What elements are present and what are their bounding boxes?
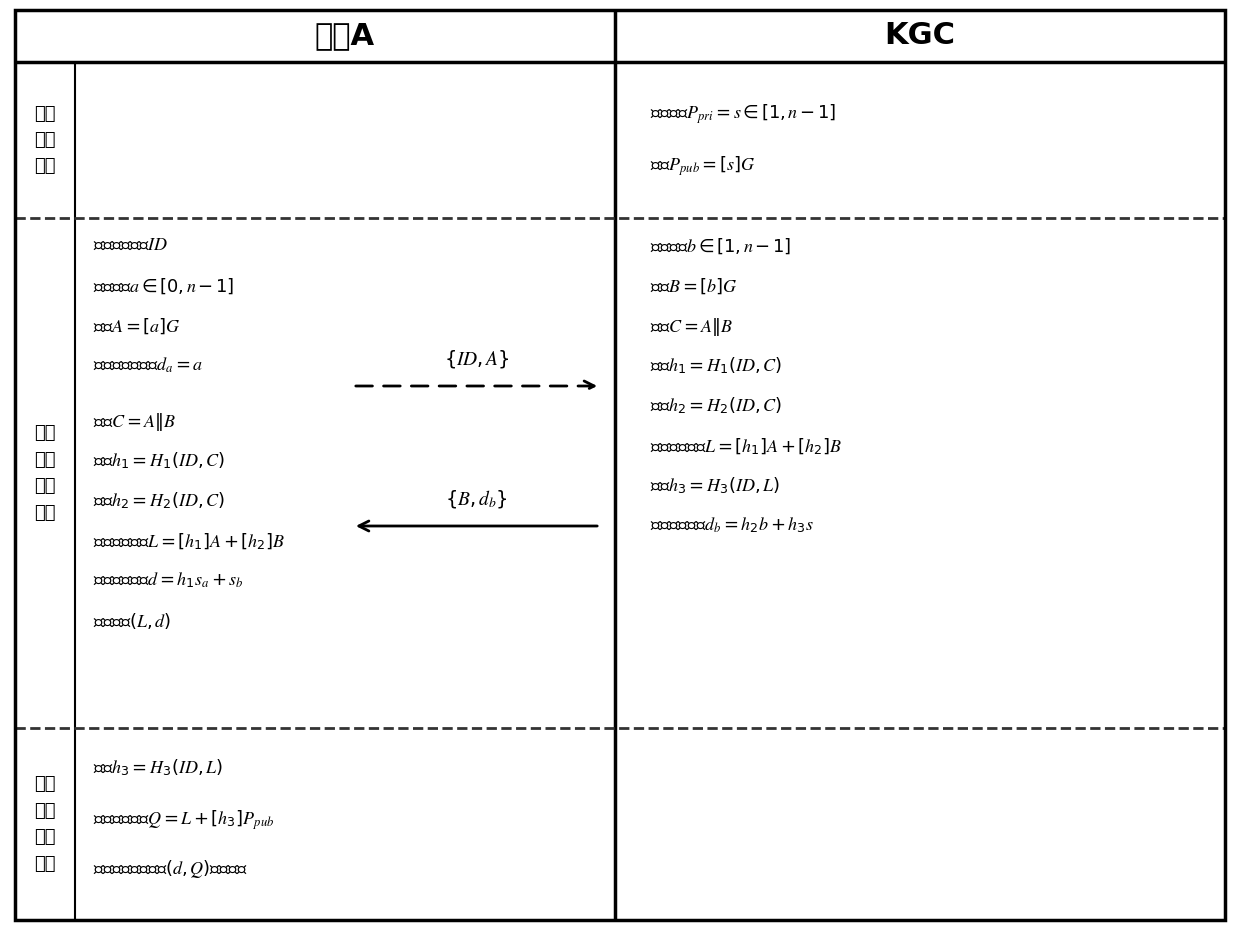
Text: 计算部分私钥$d_b = h_2b + h_3s$: 计算部分私钥$d_b = h_2b + h_3s$ xyxy=(650,516,815,535)
Text: 计算$B = [b]G$: 计算$B = [b]G$ xyxy=(650,276,738,295)
Text: 计算实际公钥$Q = L + [h_3]P_{pub}$: 计算实际公钥$Q = L + [h_3]P_{pub}$ xyxy=(93,808,274,831)
Text: 用户
密钥
生成
阶段: 用户 密钥 生成 阶段 xyxy=(35,425,56,521)
Text: 计算$P_{pub} = [s]G$: 计算$P_{pub} = [s]G$ xyxy=(650,154,755,178)
Text: 用户A: 用户A xyxy=(315,21,374,50)
Text: 用户
密钥
使用
阶段: 用户 密钥 使用 阶段 xyxy=(35,776,56,872)
Text: 计算$h_3 = H_3(ID, L)$: 计算$h_3 = H_3(ID, L)$ xyxy=(650,476,780,496)
Text: 注：用户秘密值$d_a = a$: 注：用户秘密值$d_a = a$ xyxy=(93,356,203,375)
Text: 计算$C = A\|B$: 计算$C = A\|B$ xyxy=(650,316,733,338)
Text: 计算$h_2 = H_2(ID, C)$: 计算$h_2 = H_2(ID, C)$ xyxy=(93,491,226,511)
Text: 计算$h_1 = H_1(ID, C)$: 计算$h_1 = H_1(ID, C)$ xyxy=(93,451,226,471)
Text: 随机产生$b \in [1, n-1]$: 随机产生$b \in [1, n-1]$ xyxy=(650,236,791,255)
Text: 计算部分公钥$L = [h_1]A + [h_2]B$: 计算部分公钥$L = [h_1]A + [h_2]B$ xyxy=(93,531,285,551)
Text: 计算$C = A\|B$: 计算$C = A\|B$ xyxy=(93,411,176,433)
Text: KGC: KGC xyxy=(884,21,956,50)
Text: 计算实际私钥$d = h_1s_a + s_b$: 计算实际私钥$d = h_1s_a + s_b$ xyxy=(93,571,244,590)
Text: 秘密存储$(L, d)$: 秘密存储$(L, d)$ xyxy=(93,611,171,631)
Text: 使用实际公私钥对$(d, Q)$进行运算: 使用实际公私钥对$(d, Q)$进行运算 xyxy=(93,858,248,880)
Text: 计算$A = [a]G$: 计算$A = [a]G$ xyxy=(93,316,181,335)
Text: 计算$h_2 = H_2(ID, C)$: 计算$h_2 = H_2(ID, C)$ xyxy=(650,396,782,416)
Text: $\{ID, A\}$: $\{ID, A\}$ xyxy=(444,348,510,370)
Text: 计算部分公钥$L = [h_1]A + [h_2]B$: 计算部分公钥$L = [h_1]A + [h_2]B$ xyxy=(650,436,842,456)
Text: 系统
建立
阶段: 系统 建立 阶段 xyxy=(35,104,56,175)
Text: $\{B, d_b\}$: $\{B, d_b\}$ xyxy=(445,488,508,510)
Text: 选取用户标识$ID$: 选取用户标识$ID$ xyxy=(93,236,167,254)
Text: 随机产生$a \in [0, n-1]$: 随机产生$a \in [0, n-1]$ xyxy=(93,276,234,295)
Text: 随机选取$P_{pri} = s \in [1, n-1]$: 随机选取$P_{pri} = s \in [1, n-1]$ xyxy=(650,102,836,126)
Text: 计算$h_1 = H_1(ID, C)$: 计算$h_1 = H_1(ID, C)$ xyxy=(650,356,782,376)
Text: 计算$h_3 = H_3(ID, L)$: 计算$h_3 = H_3(ID, L)$ xyxy=(93,758,223,778)
